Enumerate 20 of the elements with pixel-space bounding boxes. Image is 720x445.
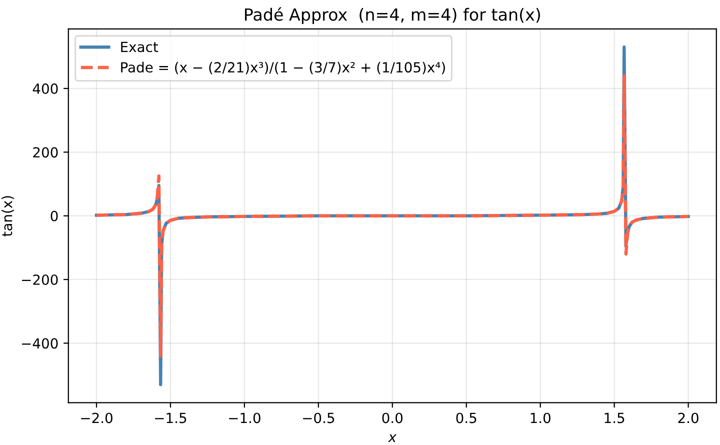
legend-label: Exact: [121, 42, 158, 52]
legend-label: Pade = (x − (2/21)x³)/(1 − (3/7)x² + (1/105)x⁴): [121, 62, 445, 74]
x-tick-label: 1.0: [530, 412, 550, 424]
x-tick-label: 2.0: [678, 412, 698, 424]
x-tick-label: −1.0: [229, 412, 260, 424]
y-tick-label: 0: [50, 210, 58, 222]
y-tick-label: 200: [33, 147, 58, 158]
x-tick-label: −1.5: [155, 412, 186, 424]
chart-title: Padé Approx (n=4, m=4) for tan(x): [245, 7, 540, 24]
x-tick-label: 0.5: [456, 412, 476, 424]
x-tick-label: 0.0: [382, 412, 403, 424]
x-tick-label: 1.5: [604, 412, 624, 424]
y-tick-label: 400: [32, 83, 58, 94]
y-axis-title: tan(x): [2, 196, 14, 236]
x-axis-title: x: [388, 434, 397, 442]
x-tick-label: −0.5: [303, 412, 334, 424]
line-series: [94, 74, 690, 358]
y-tick-label: −400: [22, 338, 58, 349]
x-tick-label: −2.0: [81, 412, 112, 424]
y-tick-label: −200: [22, 274, 58, 285]
